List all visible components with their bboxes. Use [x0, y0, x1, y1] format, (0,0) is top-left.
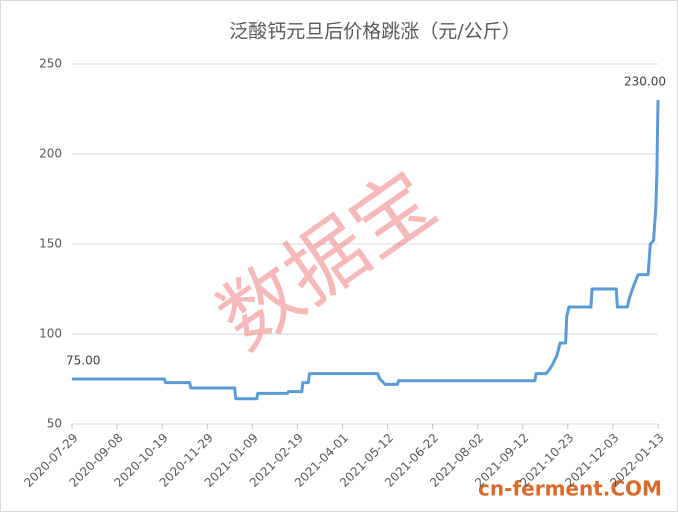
- y-tick-label: 100: [39, 327, 62, 341]
- line: [72, 99, 660, 401]
- y-tick-label: 150: [39, 237, 62, 251]
- y-tick-label: 250: [39, 57, 62, 71]
- data-label: 75.00: [66, 354, 100, 368]
- data-label: 230.00: [624, 75, 666, 89]
- chart-title: 泛酸钙元旦后价格跳涨（元/公斤）: [229, 21, 520, 43]
- y-tick-label: 50: [47, 417, 62, 431]
- source-mark: cn-ferment.COM: [478, 477, 662, 501]
- y-tick-label: 200: [39, 147, 62, 161]
